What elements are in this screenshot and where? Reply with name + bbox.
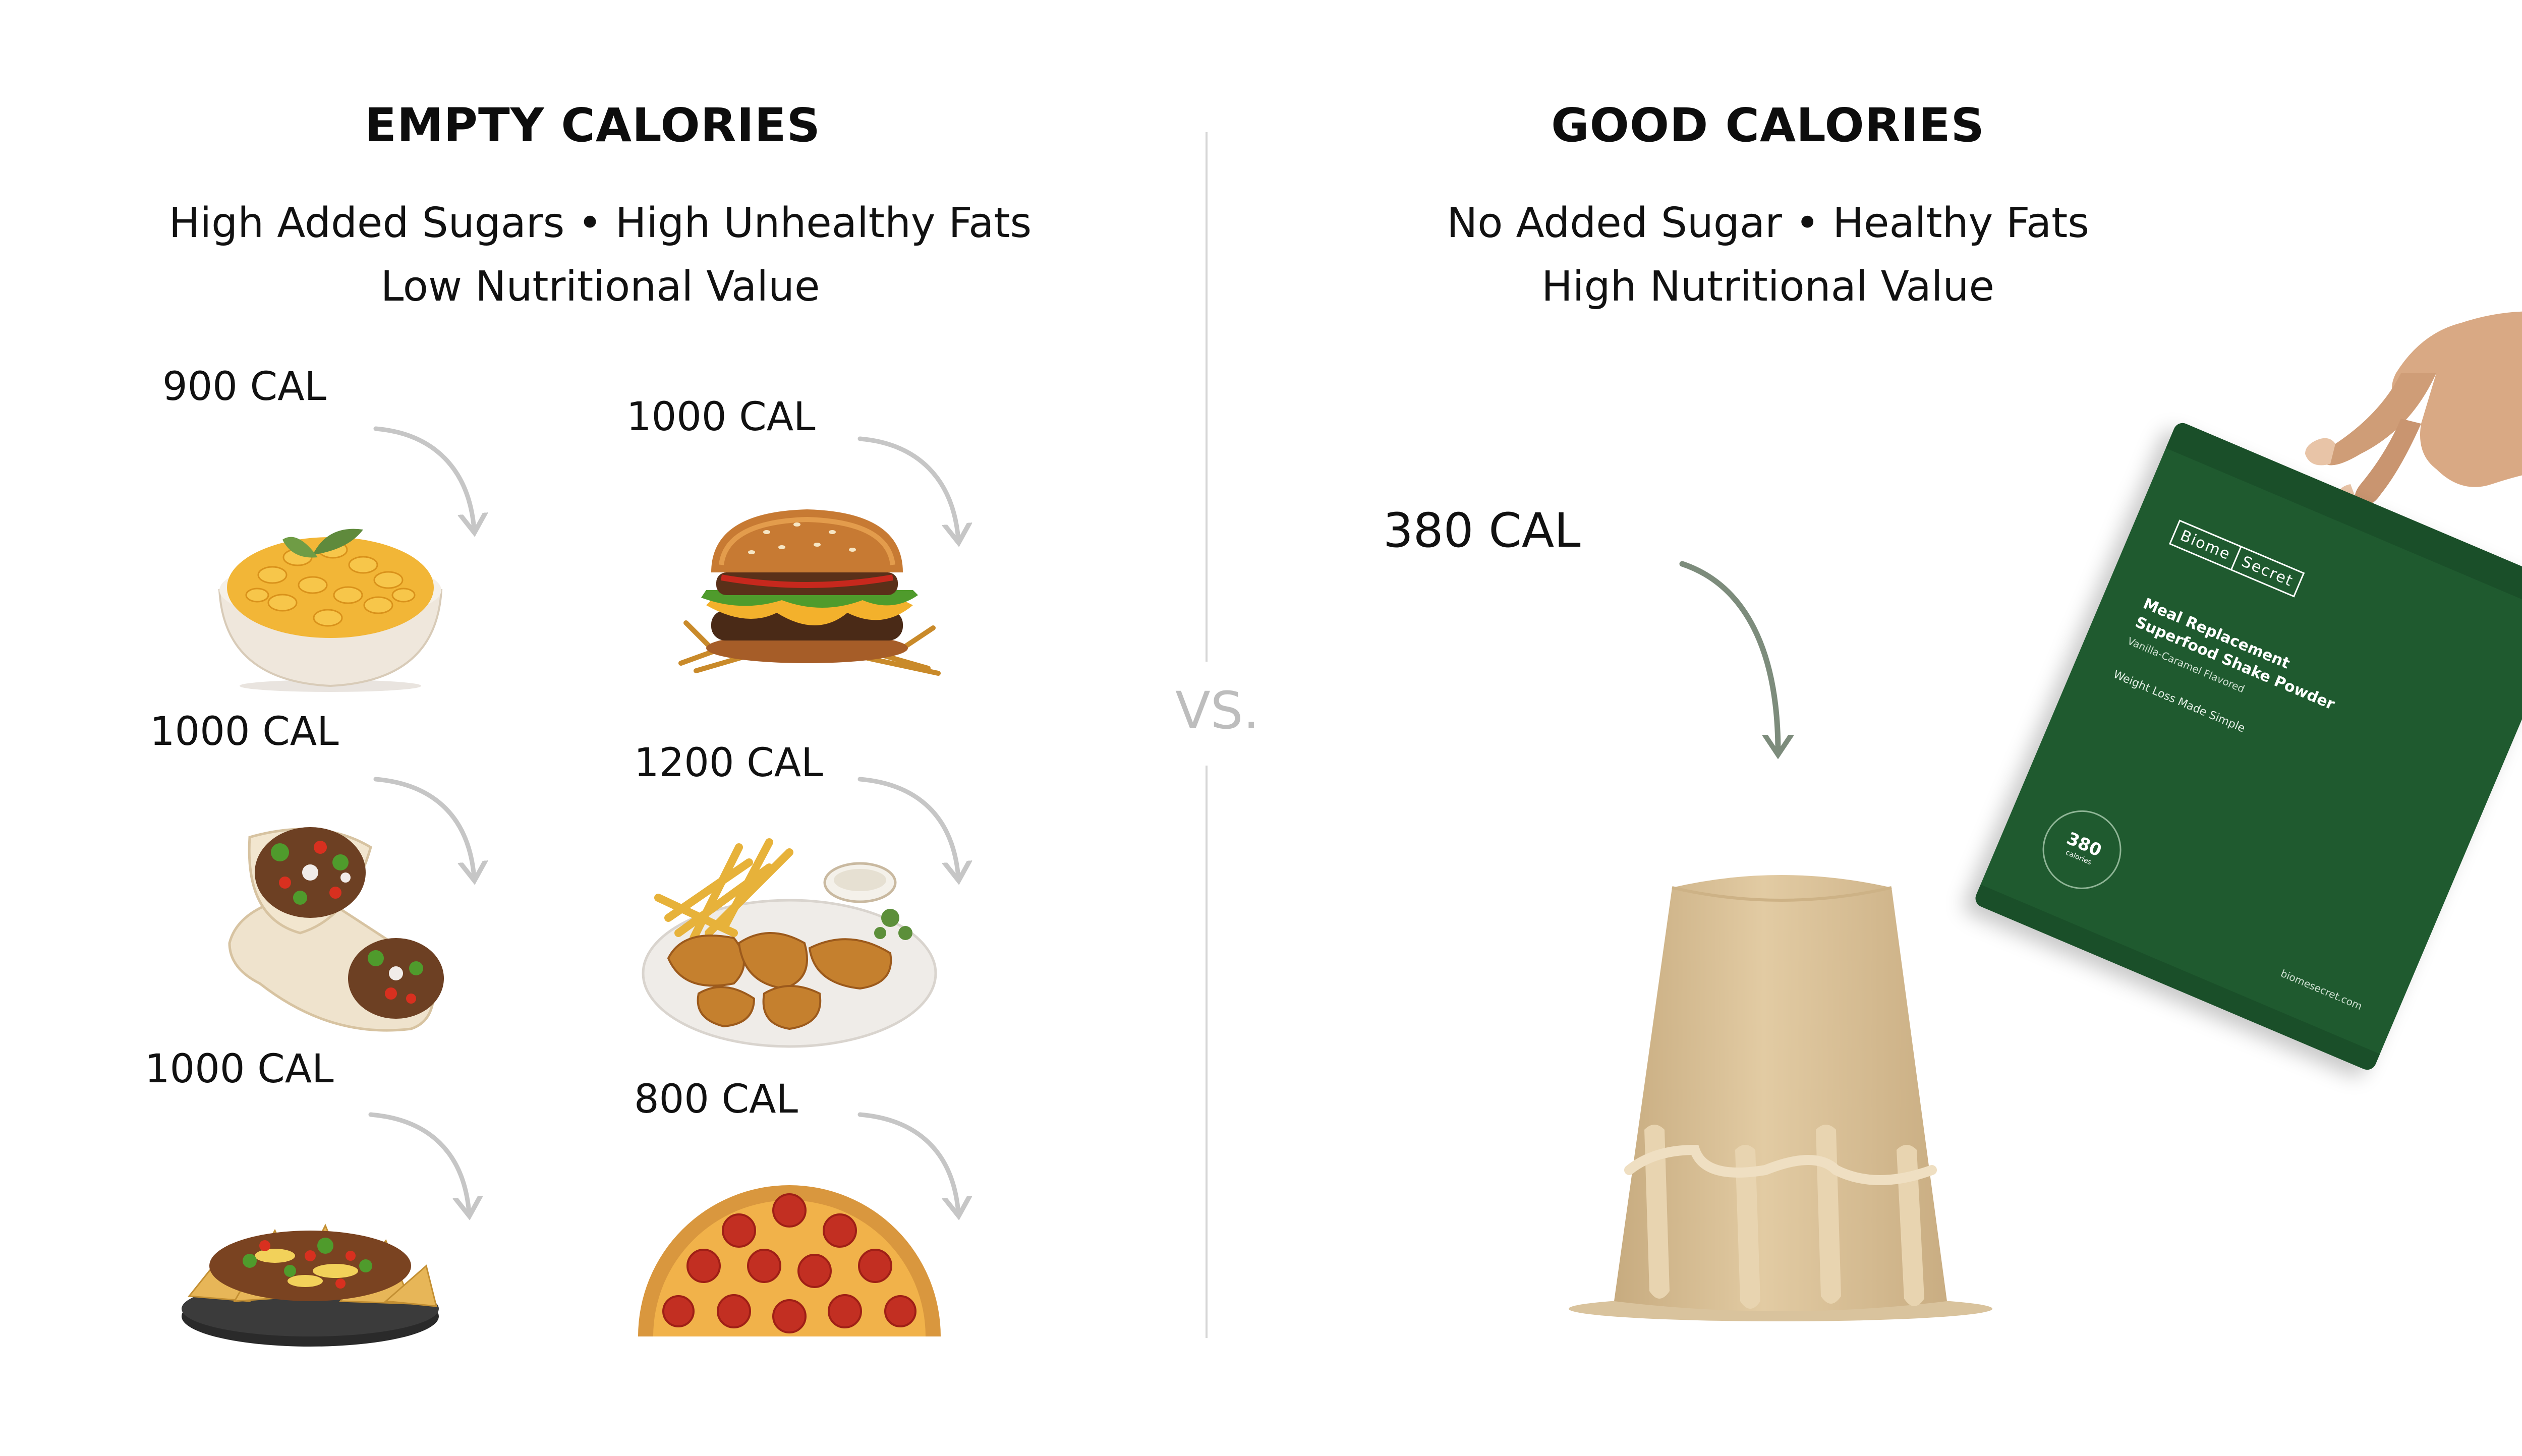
empty-calories-title: EMPTY CALORIES bbox=[365, 98, 821, 152]
fried-chicken-icon bbox=[642, 838, 937, 1048]
arrow-mac bbox=[373, 426, 474, 530]
divider-top bbox=[1206, 132, 1208, 662]
arrow-burger bbox=[857, 436, 958, 540]
calorie-label-burrito: 1000 CAL bbox=[150, 709, 339, 754]
arrow-pizza bbox=[857, 1112, 958, 1213]
shake-icon bbox=[1569, 875, 1992, 1321]
calorie-label-nachos: 1000 CAL bbox=[145, 1046, 334, 1092]
empty-subtitle-line2: Low Nutritional Value bbox=[380, 263, 820, 311]
burrito-icon bbox=[228, 827, 444, 1032]
calorie-label-burger: 1000 CAL bbox=[626, 394, 816, 440]
calorie-label-shake: 380 CAL bbox=[1383, 503, 1581, 558]
calorie-label-pizza: 800 CAL bbox=[634, 1077, 798, 1122]
good-calories-title: GOOD CALORIES bbox=[1551, 98, 1985, 152]
arrow-chicken bbox=[857, 777, 958, 878]
empty-subtitle-line1: High Added Sugars • High Unhealthy Fats bbox=[168, 199, 1032, 247]
vs-label: VS. bbox=[1175, 681, 1259, 741]
arrow-shake bbox=[1679, 561, 1778, 751]
hand-icon bbox=[2305, 311, 2522, 506]
empty-calories-subtitle: High Added Sugars • High Unhealthy Fats … bbox=[76, 192, 1125, 319]
calorie-label-fried-chicken: 1200 CAL bbox=[634, 740, 823, 786]
calorie-label-mac-and-cheese: 900 CAL bbox=[162, 364, 326, 410]
burger-icon bbox=[678, 509, 941, 676]
pizza-icon bbox=[638, 1185, 941, 1336]
divider-bottom bbox=[1206, 766, 1208, 1338]
good-subtitle-line2: High Nutritional Value bbox=[1541, 263, 1994, 311]
good-calories-subtitle: No Added Sugar • Healthy Fats High Nutri… bbox=[1291, 192, 2245, 319]
arrow-nachos bbox=[368, 1112, 469, 1213]
arrow-burrito bbox=[373, 777, 474, 878]
mac-and-cheese-icon bbox=[218, 529, 443, 692]
nachos-icon bbox=[182, 1224, 439, 1347]
good-subtitle-line1: No Added Sugar • Healthy Fats bbox=[1446, 199, 2090, 247]
